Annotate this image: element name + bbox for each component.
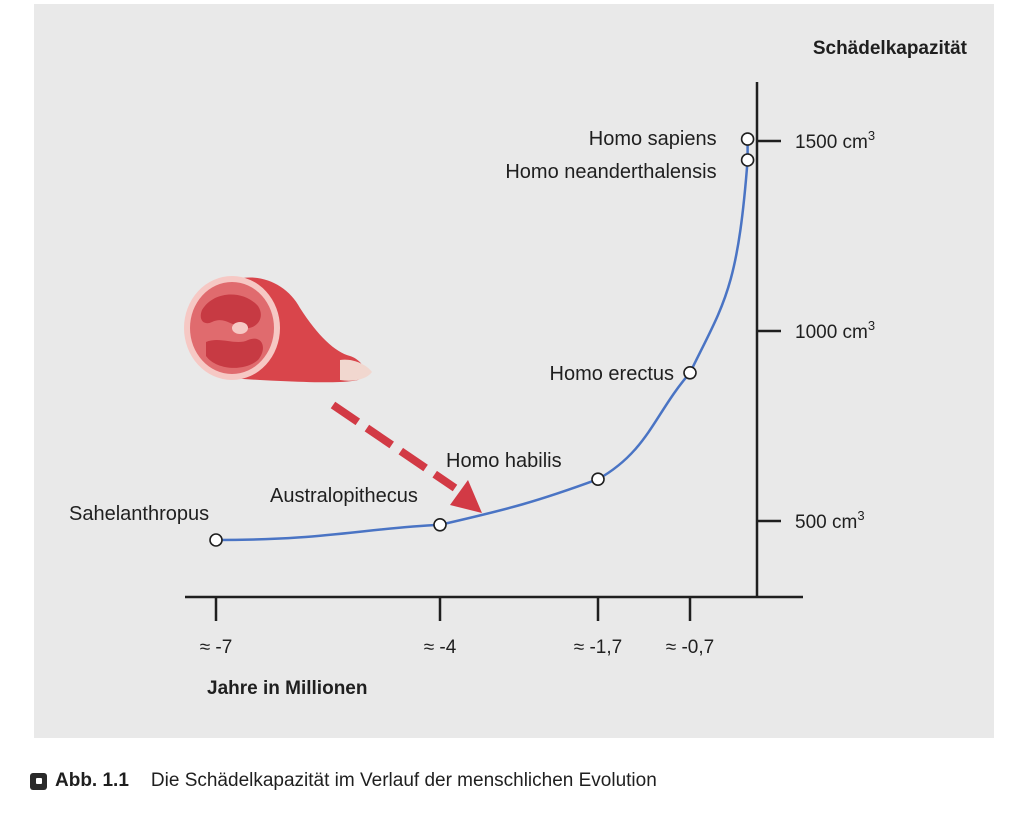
y-axis-title: Schädelkapazität	[813, 38, 968, 59]
species-label: Homo habilis	[446, 450, 562, 472]
species-label: Homo neanderthalensis	[505, 161, 716, 183]
figure-caption: Abb. 1.1 Die Schädelkapazität im Verlauf…	[30, 768, 657, 794]
x-tick-label: ≈ -7	[200, 637, 233, 658]
x-ticks: ≈ -7 ≈ -4 ≈ -1,7 ≈ -0,7	[200, 597, 714, 658]
x-tick-label: ≈ -0,7	[666, 637, 714, 658]
meat-icon	[184, 276, 372, 383]
species-label: Homo sapiens	[589, 128, 717, 150]
data-point	[683, 365, 697, 380]
data-point	[433, 517, 447, 532]
dashed-arrow-icon	[330, 401, 482, 513]
y-tick-label: 1500 cm3	[795, 128, 875, 153]
data-points: Sahelanthropus Australopithecus Homo habil…	[69, 128, 755, 547]
data-point	[740, 132, 755, 146]
figure-panel	[34, 4, 994, 738]
data-point	[591, 472, 605, 487]
caption-number: Abb. 1.1	[55, 770, 129, 791]
species-label: Homo erectus	[550, 363, 675, 385]
caption-square-icon	[30, 772, 47, 790]
y-tick-label: 1000 cm3	[795, 318, 875, 343]
caption-text: Die Schädelkapazität im Verlauf der mens…	[150, 770, 657, 791]
x-tick-label: ≈ -1,7	[574, 637, 622, 658]
data-point	[209, 533, 223, 547]
data-point	[740, 153, 755, 167]
x-tick-label: ≈ -4	[424, 637, 457, 658]
y-ticks: 500 cm3 1000 cm3 1500 cm3	[757, 128, 875, 533]
y-tick-label: 500 cm3	[795, 508, 865, 533]
species-label: Australopithecus	[270, 485, 418, 507]
species-label: Sahelanthropus	[69, 503, 209, 525]
x-axis-title: Jahre in Millionen	[207, 678, 367, 699]
